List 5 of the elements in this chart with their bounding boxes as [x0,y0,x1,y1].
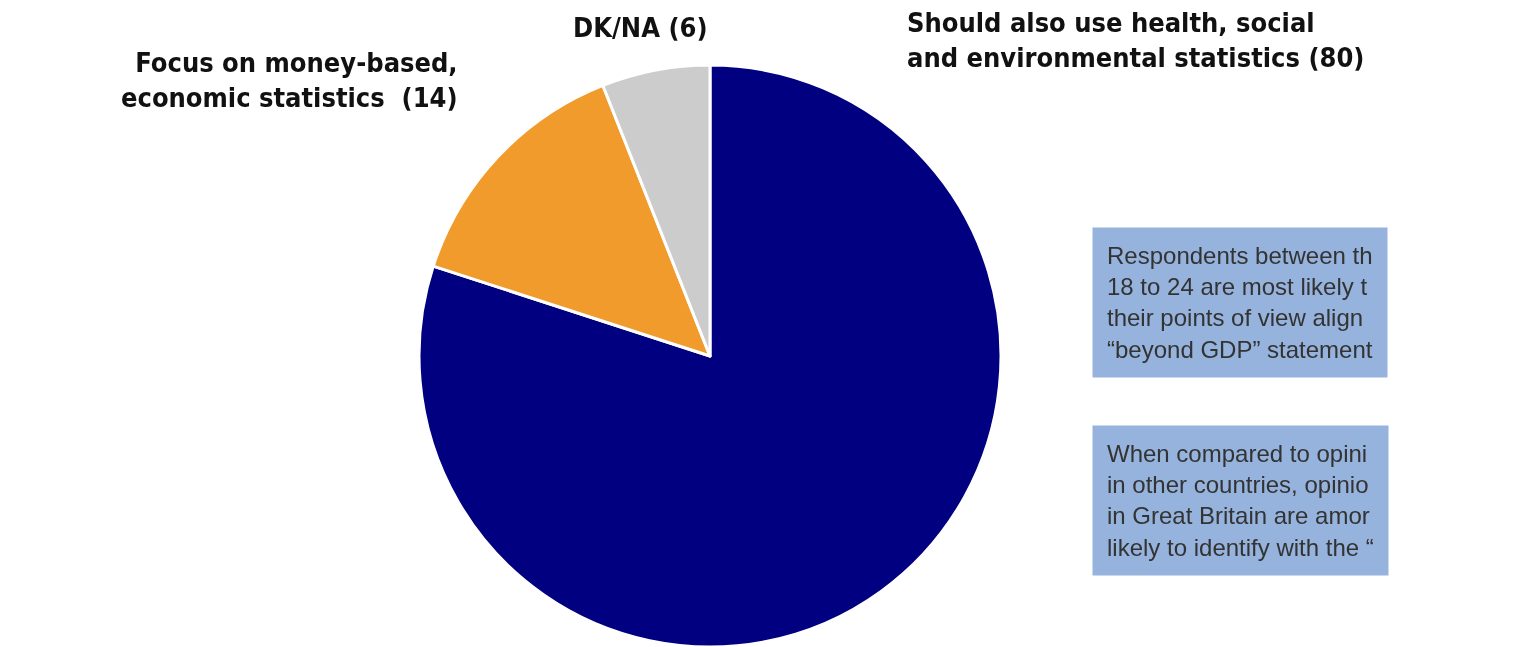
slice-label: DK/NA (6) [573,12,708,43]
text: When compared to opini in other countries, opinio in Great Britain are amor likely to identify with the “ [1107,440,1374,561]
slice-label: Should also use health, social and environmental statistics (80) [907,7,1365,74]
text: Respondents between th 18 to 24 are most likely t their points of view align “beyond GDP” statement [1107,242,1373,363]
slice-label: Focus on money-based, economic statistics (14) [121,47,458,114]
